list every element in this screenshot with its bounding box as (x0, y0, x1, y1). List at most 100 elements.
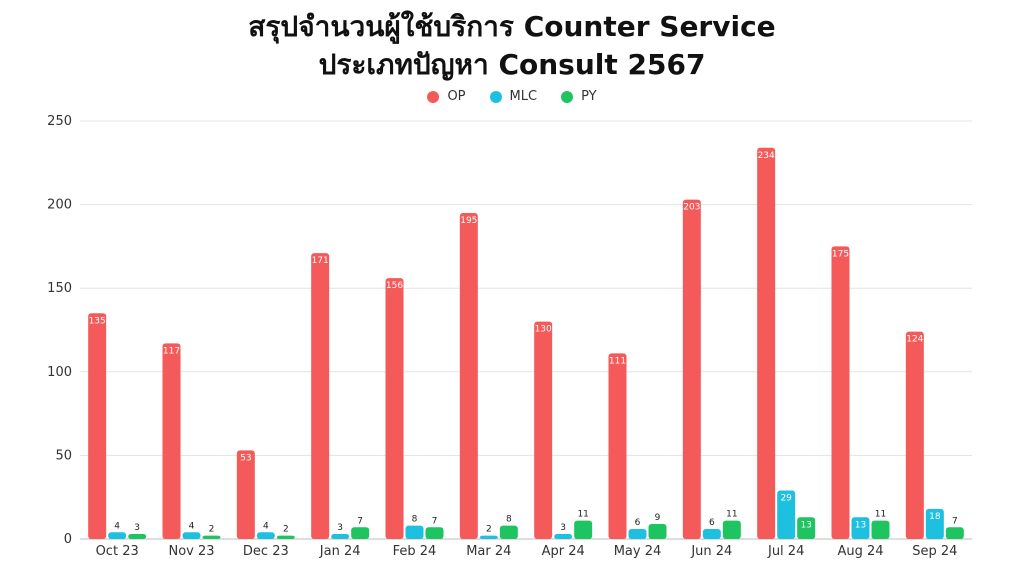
bar-op-may-24 (608, 353, 627, 539)
x-tick-label-feb-24: Feb 24 (393, 544, 437, 559)
x-tick-label-oct-23: Oct 23 (96, 544, 139, 559)
bar-py-nov-23 (202, 535, 221, 539)
x-tick-label-jul-24: Jul 24 (767, 544, 804, 559)
bar-op-nov-23 (162, 343, 181, 539)
data-label-mlc-nov-23: 4 (189, 521, 195, 531)
bar-op-sep-24 (905, 331, 924, 539)
x-tick-label-jan-24: Jan 24 (319, 544, 361, 559)
data-label-op-jan-24: 171 (312, 256, 329, 266)
data-label-op-may-24: 111 (609, 356, 626, 366)
bar-mlc-aug-24 (851, 517, 870, 539)
bar-mlc-dec-23 (256, 532, 275, 539)
bar-py-mar-24 (499, 525, 518, 539)
y-tick-label-0: 0 (64, 532, 72, 547)
data-label-op-nov-23: 117 (163, 346, 180, 356)
legend-item-op[interactable]: OP (427, 89, 466, 104)
legend-swatch-op (427, 90, 440, 103)
y-tick-label-250: 250 (47, 114, 72, 129)
bar-py-apr-24 (574, 520, 593, 539)
y-tick-label-50: 50 (55, 448, 72, 463)
x-tick-label-dec-23: Dec 23 (243, 544, 289, 559)
data-label-mlc-oct-23: 4 (114, 521, 120, 531)
x-tick-label-sep-24: Sep 24 (912, 544, 957, 559)
data-label-mlc-feb-24: 8 (412, 515, 418, 525)
x-tick-label-mar-24: Mar 24 (466, 544, 511, 559)
x-tick-label-jun-24: Jun 24 (690, 544, 732, 559)
legend-label-py: PY (581, 89, 597, 104)
data-label-op-aug-24: 175 (832, 249, 849, 259)
data-label-mlc-mar-24: 2 (486, 525, 492, 535)
x-tick-label-may-24: May 24 (614, 544, 662, 559)
data-label-py-may-24: 9 (655, 513, 661, 523)
bar-py-jan-24 (351, 527, 370, 539)
data-label-op-apr-24: 130 (535, 325, 552, 335)
x-tick-label-apr-24: Apr 24 (542, 544, 585, 559)
bar-mlc-nov-23 (182, 532, 201, 539)
data-label-mlc-apr-24: 3 (560, 523, 566, 533)
data-label-op-dec-23: 53 (240, 453, 251, 463)
data-label-py-nov-23: 2 (209, 525, 215, 535)
bar-mlc-feb-24 (405, 525, 424, 539)
data-label-mlc-jan-24: 3 (337, 523, 343, 533)
chart-title: สรุปจำนวนผู้ใช้บริการ Counter Service ปร… (0, 8, 1024, 84)
bar-mlc-jan-24 (331, 533, 350, 539)
bar-op-feb-24 (385, 278, 404, 539)
data-label-mlc-jun-24: 6 (709, 518, 715, 528)
data-label-op-oct-23: 135 (89, 316, 106, 326)
bar-py-jun-24 (722, 520, 741, 539)
data-label-op-sep-24: 124 (906, 335, 923, 345)
bar-op-jun-24 (682, 199, 701, 540)
legend-label-mlc: MLC (509, 89, 538, 104)
data-label-mlc-may-24: 6 (635, 518, 641, 528)
bar-mlc-jul-24 (777, 490, 796, 539)
data-label-op-jun-24: 203 (683, 203, 700, 213)
legend-swatch-mlc (489, 90, 502, 103)
chart-title-line1: สรุปจำนวนผู้ใช้บริการ Counter Service (248, 10, 776, 43)
bar-op-jan-24 (311, 253, 330, 539)
bar-mlc-mar-24 (479, 535, 498, 539)
bar-py-oct-23 (128, 533, 147, 539)
bar-mlc-may-24 (628, 528, 647, 539)
bar-mlc-jun-24 (702, 528, 721, 539)
data-label-op-mar-24: 195 (460, 216, 477, 226)
bar-py-aug-24 (871, 520, 890, 539)
x-tick-label-nov-23: Nov 23 (168, 544, 214, 559)
data-label-py-mar-24: 8 (506, 515, 512, 525)
bar-op-apr-24 (534, 321, 553, 539)
data-label-py-jul-24: 13 (800, 520, 811, 530)
data-label-mlc-jul-24: 29 (780, 494, 792, 504)
data-label-py-sep-24: 7 (952, 516, 958, 526)
data-label-py-feb-24: 7 (432, 516, 438, 526)
bar-op-dec-23 (236, 450, 255, 539)
bar-py-dec-23 (276, 535, 295, 539)
data-label-py-jun-24: 11 (726, 510, 737, 520)
data-label-py-apr-24: 11 (577, 510, 588, 520)
data-label-mlc-aug-24: 13 (855, 520, 866, 530)
data-label-py-jan-24: 7 (357, 516, 363, 526)
bar-py-feb-24 (425, 527, 444, 539)
data-label-mlc-sep-24: 18 (929, 512, 941, 522)
bar-op-mar-24 (459, 212, 478, 539)
x-tick-label-aug-24: Aug 24 (837, 544, 883, 559)
legend-label-op: OP (447, 89, 466, 104)
bar-mlc-oct-23 (108, 532, 127, 539)
data-label-op-feb-24: 156 (386, 281, 403, 291)
chart-title-line2: ประเภทปัญหา Consult 2567 (318, 48, 706, 81)
bar-op-jul-24 (757, 147, 776, 539)
bar-py-jul-24 (797, 517, 816, 539)
y-tick-label-200: 200 (47, 198, 72, 213)
bar-op-oct-23 (88, 313, 107, 539)
bar-op-aug-24 (831, 246, 850, 539)
data-label-py-oct-23: 3 (134, 523, 140, 533)
y-tick-label-100: 100 (47, 365, 72, 380)
data-label-mlc-dec-23: 4 (263, 521, 269, 531)
legend-item-mlc[interactable]: MLC (489, 89, 538, 104)
y-tick-label-150: 150 (47, 281, 72, 296)
legend-item-py[interactable]: PY (561, 89, 597, 104)
legend: OP MLC PY (0, 89, 1024, 104)
bar-mlc-sep-24 (925, 508, 944, 539)
bar-py-sep-24 (945, 527, 964, 539)
data-label-op-jul-24: 234 (758, 151, 775, 161)
